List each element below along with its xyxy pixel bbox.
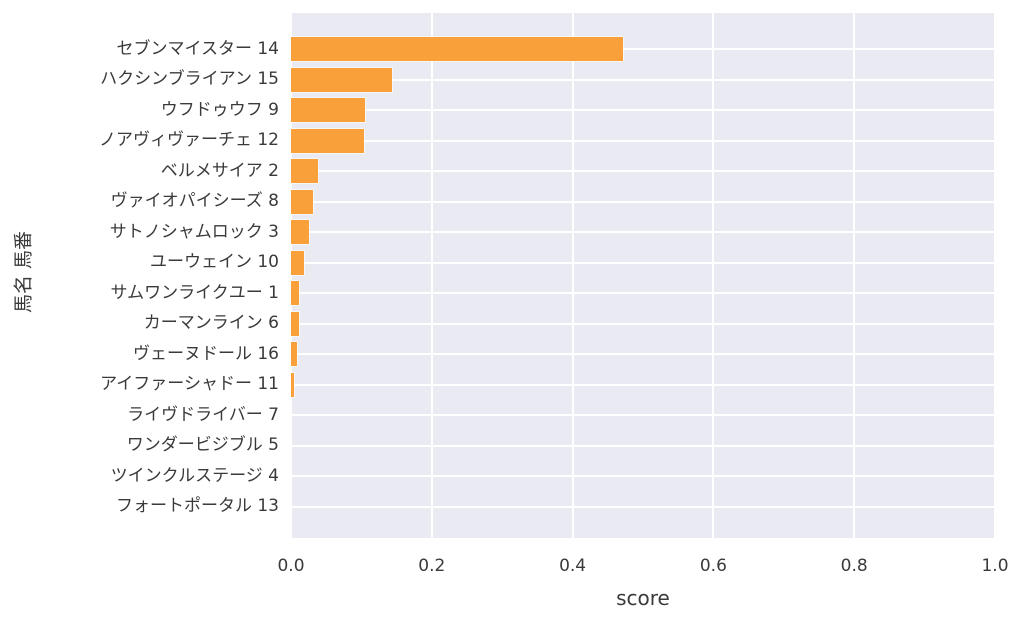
bar-row xyxy=(291,400,995,431)
score-bar xyxy=(291,159,318,184)
v-gridline xyxy=(571,13,574,538)
y-tick-label: ツインクルステージ 4 xyxy=(110,465,279,486)
y-tick-label: ヴァイオパイシーズ 8 xyxy=(110,191,279,212)
bar-row xyxy=(291,187,995,218)
v-gridline xyxy=(290,13,292,538)
score-bar xyxy=(291,372,294,397)
y-tick-label: サムワンライクユー 1 xyxy=(110,282,279,303)
h-gridline xyxy=(291,231,995,234)
y-tick-label: サトノシャムロック 3 xyxy=(109,221,279,242)
h-gridline xyxy=(291,353,995,356)
score-bar xyxy=(291,281,299,306)
x-tick-label: 0.8 xyxy=(840,556,868,576)
x-tick-label: 0.0 xyxy=(277,556,305,576)
h-gridline xyxy=(291,78,995,81)
bar-row xyxy=(291,339,995,370)
x-tick-label: 0.6 xyxy=(699,556,727,576)
bar-row xyxy=(291,248,995,279)
score-bar xyxy=(291,189,313,214)
y-tick-label: ワンダービジブル 5 xyxy=(126,435,279,456)
bar-row xyxy=(291,34,995,65)
score-bar xyxy=(291,128,365,153)
y-tick-label: カーマンライン 6 xyxy=(143,313,279,334)
y-tick-label: アイファーシャドー 11 xyxy=(100,374,279,395)
bar-row xyxy=(291,217,995,248)
y-tick-label: フォートポータル 13 xyxy=(115,496,279,517)
h-gridline xyxy=(291,322,995,325)
score-bar xyxy=(291,37,624,62)
plot-area xyxy=(290,13,996,538)
bar-row xyxy=(291,278,995,309)
bar-row xyxy=(291,309,995,340)
bar-row xyxy=(291,156,995,187)
h-gridline xyxy=(291,505,995,508)
v-gridline xyxy=(712,13,715,538)
v-gridline xyxy=(430,13,433,538)
h-gridline xyxy=(291,383,995,386)
bar-row xyxy=(291,492,995,523)
v-gridline xyxy=(853,13,856,538)
h-gridline xyxy=(291,261,995,264)
score-bar xyxy=(291,311,299,336)
score-bar xyxy=(291,98,365,123)
h-gridline xyxy=(291,139,995,142)
bar-row xyxy=(291,431,995,462)
x-tick-label: 0.4 xyxy=(559,556,587,576)
h-gridline xyxy=(291,292,995,295)
y-tick-labels: セブンマイスター 14 ハクシンブライアン 15 ウフドゥウフ 9 ノアヴィヴァーチェ… xyxy=(0,13,279,538)
h-gridline xyxy=(291,414,995,417)
bar-row xyxy=(291,461,995,492)
score-bar xyxy=(291,342,298,367)
y-tick-label: ヴェーヌドール 16 xyxy=(132,343,279,364)
score-bar xyxy=(291,250,304,275)
y-tick-label: ハクシンブライアン 15 xyxy=(100,69,279,90)
y-tick-label: ベルメサイア 2 xyxy=(160,160,279,181)
y-tick-label: セブンマイスター 14 xyxy=(116,38,279,59)
bar-rows xyxy=(291,13,995,538)
h-gridline xyxy=(291,475,995,478)
x-axis-title: score xyxy=(616,586,670,610)
h-gridline xyxy=(291,444,995,447)
h-gridline xyxy=(291,170,995,173)
v-gridline xyxy=(994,13,996,538)
score-bar xyxy=(291,67,392,92)
bar-row xyxy=(291,95,995,126)
bar-row xyxy=(291,65,995,96)
h-gridline xyxy=(291,109,995,112)
bar-row xyxy=(291,370,995,401)
x-tick-label: 1.0 xyxy=(981,556,1009,576)
x-tick-label: 0.2 xyxy=(418,556,446,576)
bar-row xyxy=(291,126,995,157)
y-tick-label: ユーウェイン 10 xyxy=(149,252,279,273)
score-bar xyxy=(291,220,310,245)
y-tick-label: ノアヴィヴァーチェ 12 xyxy=(98,130,279,151)
h-gridline xyxy=(291,48,995,51)
y-tick-label: ライヴドライバー 7 xyxy=(127,404,279,425)
y-tick-label: ウフドゥウフ 9 xyxy=(160,99,279,120)
h-gridline xyxy=(291,200,995,203)
